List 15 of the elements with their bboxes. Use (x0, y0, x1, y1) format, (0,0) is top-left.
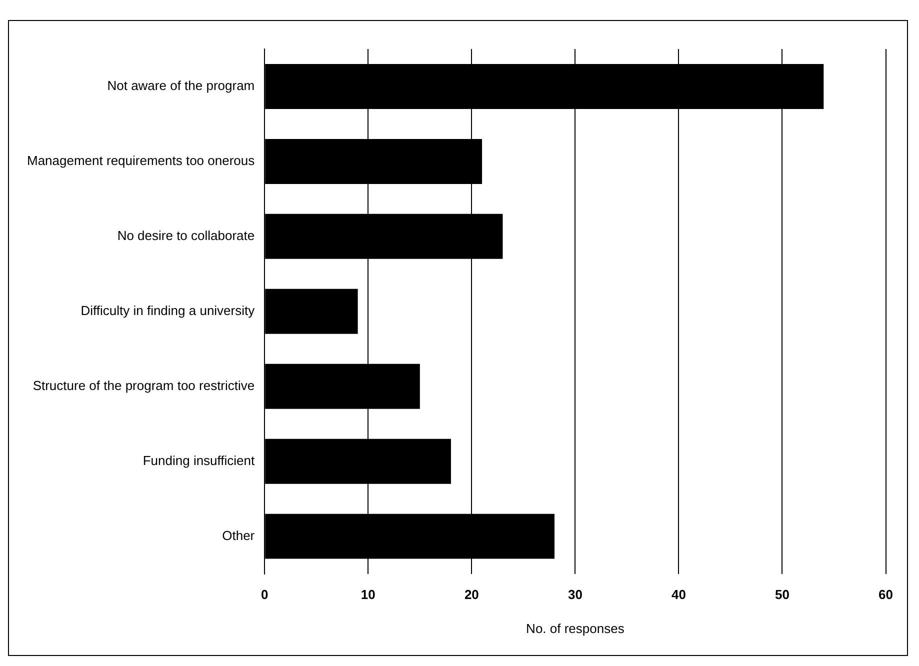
x-axis-title: No. of responses (526, 620, 625, 636)
y-tick-label: Other (222, 528, 256, 543)
x-tick-label: 60 (878, 587, 894, 602)
x-tick-label: 0 (261, 587, 268, 602)
y-tick-label: Funding insufficient (142, 452, 256, 468)
x-tick-label: 40 (671, 587, 686, 602)
x-tick-label: 50 (775, 587, 790, 602)
y-tick-label: No desire to collaborate (117, 228, 255, 244)
y-tick-label: Management requirements too onerous (26, 153, 256, 168)
x-tick-label: 30 (568, 587, 582, 602)
y-tick-label: Not aware of the program (107, 78, 255, 94)
x-tick-label: 20 (464, 587, 479, 602)
y-tick-label: Difficulty in finding a university (80, 302, 256, 318)
y-tick-label: Structure of the program too restrictive (32, 378, 255, 393)
x-tick-label: 10 (360, 587, 376, 602)
